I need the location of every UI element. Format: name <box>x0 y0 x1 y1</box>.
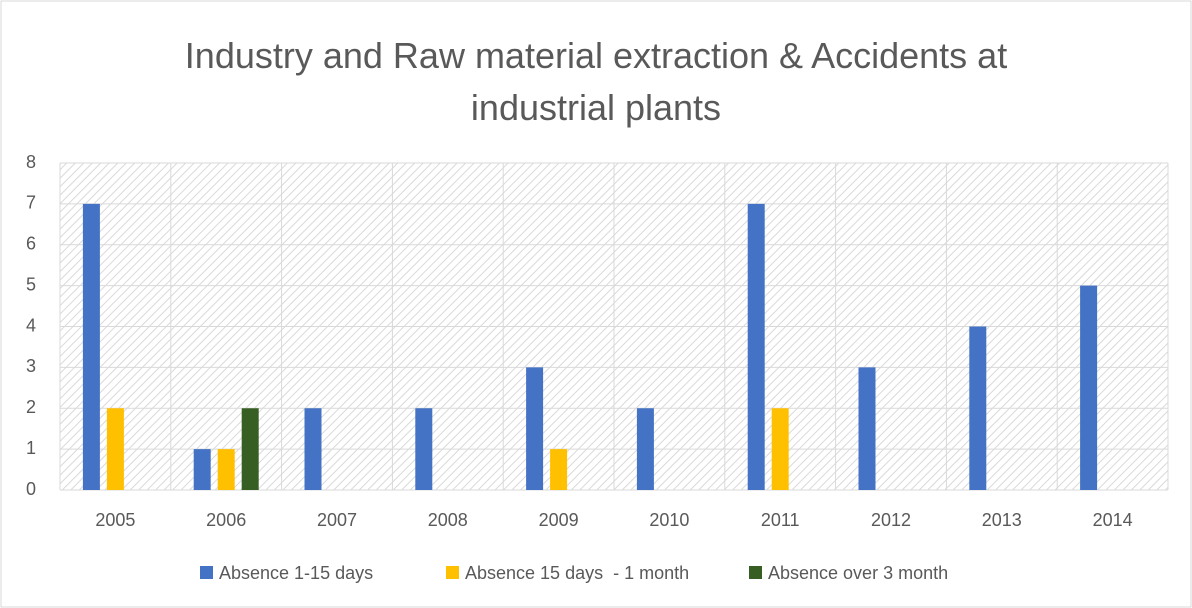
y-tick-label: 1 <box>26 438 36 458</box>
x-tick-label: 2009 <box>539 510 579 530</box>
legend-swatch <box>749 566 762 579</box>
bar <box>747 203 765 490</box>
x-tick-label: 2012 <box>871 510 911 530</box>
bar <box>1080 285 1098 490</box>
bar <box>241 408 259 490</box>
bar <box>636 408 654 490</box>
x-tick-label: 2013 <box>982 510 1022 530</box>
y-tick-label: 3 <box>26 356 36 376</box>
bar <box>771 408 789 490</box>
bar <box>969 326 987 490</box>
x-tick-label: 2007 <box>317 510 357 530</box>
legend-swatch <box>200 566 213 579</box>
x-tick-label: 2010 <box>649 510 689 530</box>
legend-label: Absence 15 days - 1 month <box>465 563 689 583</box>
bar <box>304 408 322 490</box>
y-tick-label: 7 <box>26 193 36 213</box>
bar <box>858 367 876 490</box>
y-tick-label: 8 <box>26 152 36 172</box>
bar <box>415 408 433 490</box>
x-tick-label: 2014 <box>1093 510 1133 530</box>
chart-title: Industry and Raw material extraction & A… <box>184 35 1008 128</box>
legend-label: Absence over 3 month <box>768 563 948 583</box>
bar <box>550 449 568 490</box>
bar <box>193 449 211 490</box>
y-tick-label: 5 <box>26 274 36 294</box>
bar <box>82 203 100 490</box>
bar <box>217 449 235 490</box>
bar <box>526 367 544 490</box>
x-tick-label: 2006 <box>206 510 246 530</box>
legend-swatch <box>446 566 459 579</box>
y-tick-label: 4 <box>26 315 36 335</box>
legend-label: Absence 1-15 days <box>219 563 373 583</box>
y-tick-label: 2 <box>26 397 36 417</box>
x-tick-label: 2005 <box>95 510 135 530</box>
x-tick-label: 2011 <box>761 510 800 530</box>
x-tick-label: 2008 <box>428 510 468 530</box>
y-tick-label: 0 <box>26 479 36 499</box>
y-tick-label: 6 <box>26 234 36 254</box>
bar <box>106 408 124 490</box>
